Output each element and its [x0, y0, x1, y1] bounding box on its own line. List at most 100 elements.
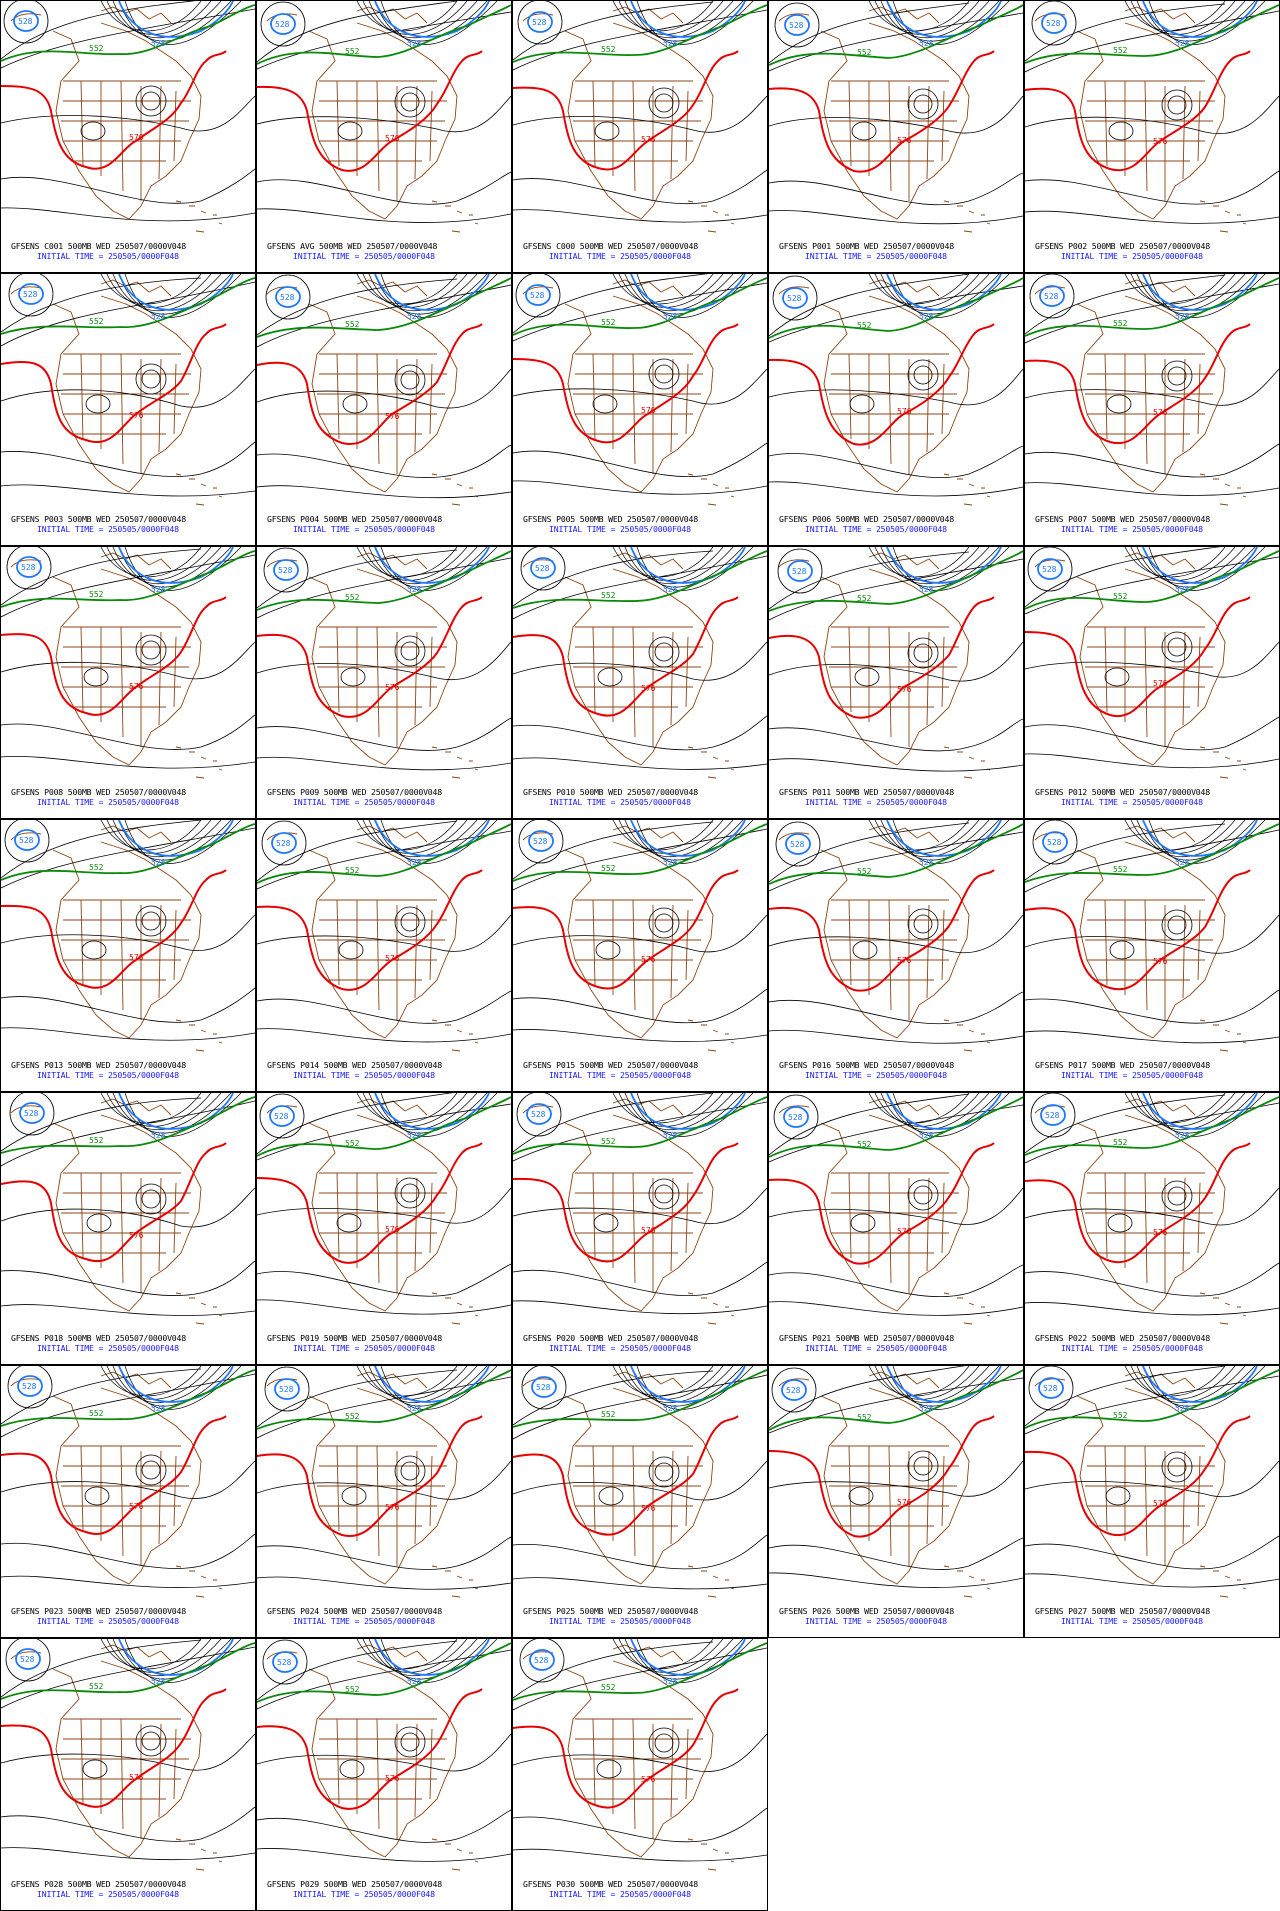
low-contour [913, 365, 933, 385]
low-contour [260, 1, 306, 47]
contour-552 [257, 1642, 511, 1703]
panel-title: GFSENS P005 500MB WED 250507/0000V048 [523, 514, 698, 524]
height-contour [880, 1093, 990, 1130]
contour-528 [1142, 1366, 1258, 1403]
contour-label-528: 528 [530, 291, 545, 300]
ensemble-member-panel: 528 528 552 576 GFSENS P010 500MB WED 250507… [512, 546, 768, 819]
height-contour [356, 1366, 458, 1397]
low-contour [771, 1367, 817, 1413]
high-contour [1107, 1213, 1133, 1233]
ensemble-member-panel: 528 528 552 576 GFSENS C000 500MB WED 250507… [512, 0, 768, 273]
height-contour [880, 1366, 990, 1403]
contour-label-528: 528 [1175, 1131, 1190, 1140]
contour-552 [513, 4, 767, 63]
height-contour [124, 1, 242, 45]
contour-label-528: 528 [535, 564, 550, 573]
height-contour [636, 1639, 754, 1683]
contour-label-576: 576 [641, 1775, 656, 1784]
contour-552 [257, 4, 511, 65]
height-contour [118, 1639, 232, 1680]
low-contour [394, 906, 426, 938]
height-contour [257, 756, 511, 771]
contour-label-528: 528 [919, 39, 934, 48]
height-contour-map: 528 528 552 576 [513, 1093, 767, 1325]
panel-title: GFSENS P014 500MB WED 250507/0000V048 [267, 1060, 442, 1070]
low-contour [773, 1094, 819, 1140]
height-contour [1025, 1302, 1279, 1316]
geography-borders [1034, 1371, 1247, 1598]
contour-label-552: 552 [1113, 319, 1128, 328]
low-contour [264, 1366, 310, 1412]
height-contour [769, 831, 1023, 892]
height-contour [513, 1370, 714, 1426]
height-contour [1, 1460, 255, 1499]
height-contour [100, 1, 202, 32]
ensemble-member-panel: 528 528 552 576 GFSENS P018 500MB WED 250507… [0, 1092, 256, 1365]
height-contour [769, 1029, 1023, 1044]
contour-label-552: 552 [1113, 592, 1128, 601]
contour-label-528: 528 [786, 1386, 801, 1395]
height-contour [362, 1639, 468, 1673]
panel-title: GFSENS P010 500MB WED 250507/0000V048 [523, 787, 698, 797]
contour-528-low [525, 284, 551, 306]
contour-552 [1025, 4, 1279, 64]
contour-576 [769, 323, 995, 446]
height-contour [380, 1093, 498, 1137]
geography-borders [266, 279, 479, 506]
low-contour [1167, 366, 1187, 386]
contour-label-528: 528 [151, 312, 166, 321]
panel-initial-time: INITIAL TIME = 250505/0000F048 [293, 1070, 435, 1080]
height-contour [612, 820, 714, 851]
low-contour [913, 94, 933, 114]
height-contour [257, 641, 511, 681]
height-contour-map: 528 528 552 576 [1025, 1, 1279, 233]
height-contour [1148, 1093, 1266, 1137]
panel-title: GFSENS P004 500MB WED 250507/0000V048 [267, 514, 442, 524]
low-contour [400, 1461, 420, 1481]
contour-label-528: 528 [151, 585, 166, 594]
ensemble-member-panel: 528 528 552 576 GFSENS P012 500MB WED 250507… [1024, 546, 1280, 819]
low-contour [135, 1454, 167, 1486]
height-contour [630, 547, 744, 588]
height-contour [513, 1, 714, 61]
geography-borders [10, 6, 223, 233]
ensemble-member-panel: 528 528 552 576 GFSENS P027 500MB WED 250507… [1024, 1365, 1280, 1638]
low-contour [135, 1183, 167, 1215]
high-contour [594, 121, 620, 141]
panel-title: GFSENS P007 500MB WED 250507/0000V048 [1035, 514, 1210, 524]
contour-label-576: 576 [1153, 1499, 1168, 1508]
height-contour [612, 1, 714, 32]
ensemble-member-panel: 528 528 552 576 GFSENS P025 500MB WED 250507… [512, 1365, 768, 1638]
height-contour [769, 822, 970, 883]
panel-initial-time: INITIAL TIME = 250505/0000F048 [293, 797, 435, 807]
high-contour [84, 1486, 110, 1506]
ensemble-member-panel: 528 528 552 576 GFSENS P029 500MB WED 250507… [256, 1638, 512, 1911]
height-contour [112, 1639, 222, 1676]
height-contour [513, 1093, 714, 1153]
low-contour [7, 1366, 53, 1409]
panel-title: GFSENS P024 500MB WED 250507/0000V048 [267, 1606, 442, 1616]
height-contour [356, 547, 458, 578]
height-contour [874, 1366, 980, 1400]
geography-borders [522, 825, 735, 1052]
height-contour [368, 547, 478, 584]
height-contour-map: 528 528 552 576 [513, 1639, 767, 1871]
low-contour [135, 1725, 167, 1757]
low-contour [394, 364, 426, 396]
contour-552 [769, 277, 1023, 339]
height-contour [112, 1093, 222, 1130]
height-contour [769, 285, 1023, 343]
contour-label-576: 576 [641, 955, 656, 964]
height-contour [374, 547, 488, 588]
high-contour [595, 940, 621, 960]
low-contour [1161, 909, 1193, 941]
low-contour [516, 1093, 562, 1137]
contour-label-552: 552 [89, 317, 104, 326]
geography-borders [778, 6, 991, 233]
height-contour-map: 528 528 552 576 [513, 547, 767, 779]
height-contour [513, 555, 767, 620]
height-contour [100, 547, 202, 578]
ensemble-member-panel: 528 528 552 576 GFSENS P019 500MB WED 250507… [256, 1092, 512, 1365]
high-contour [1104, 667, 1130, 687]
